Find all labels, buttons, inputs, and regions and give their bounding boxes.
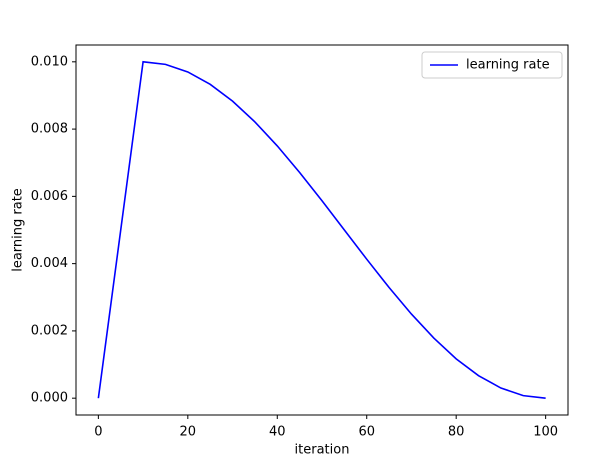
x-tick-label: 40 — [269, 425, 286, 440]
x-tick-label: 20 — [180, 425, 197, 440]
y-tick-label: 0.002 — [31, 323, 68, 338]
x-axis-label: iteration — [295, 443, 350, 458]
x-tick-label: 0 — [94, 425, 102, 440]
legend-label: learning rate — [466, 58, 550, 73]
x-tick-label: 80 — [448, 425, 465, 440]
plot-frame — [75, 44, 569, 416]
y-tick-label: 0.008 — [31, 122, 68, 137]
x-tick-label: 60 — [358, 425, 375, 440]
legend-box — [421, 51, 563, 79]
y-tick-label: 0.006 — [31, 189, 68, 204]
y-tick-label: 0.004 — [31, 256, 68, 271]
y-tick-label: 0.010 — [31, 54, 68, 69]
x-tick-label: 100 — [533, 425, 558, 440]
y-axis-label: learning rate — [11, 188, 26, 272]
line-series — [97, 60, 546, 399]
y-tick-label: 0.000 — [31, 391, 68, 406]
